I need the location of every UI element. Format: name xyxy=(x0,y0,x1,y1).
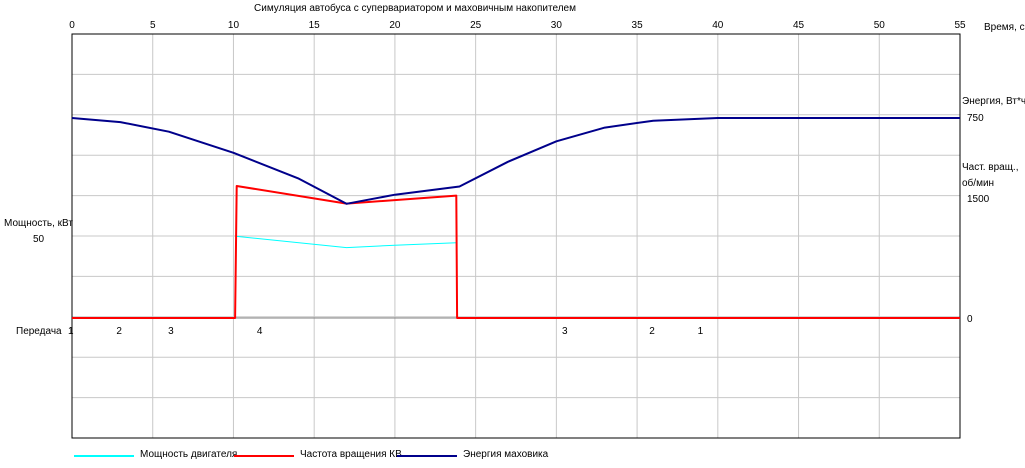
gear-mark: 2 xyxy=(116,326,122,337)
gear-mark: 2 xyxy=(649,326,655,337)
gear-marks: 1 2 3 4 3 2 1 xyxy=(68,326,704,337)
x-tick-label: 50 xyxy=(874,20,886,31)
legend-swatch-speed xyxy=(234,455,294,457)
chart: Симуляция автобуса с супервариатором и м… xyxy=(4,2,1025,439)
x-tick-label: 35 xyxy=(632,20,644,31)
right-axis-speed-tick: 1500 xyxy=(967,194,990,205)
x-tick-label: 45 xyxy=(793,20,805,31)
series-line-0 xyxy=(236,235,457,249)
x-tick-label: 30 xyxy=(551,20,563,31)
series-line-2 xyxy=(71,117,960,205)
right-axis-speed-label-1: Част. вращ., xyxy=(962,162,1018,173)
grid xyxy=(71,34,961,438)
x-tick-label: 40 xyxy=(712,20,724,31)
gear-mark: 1 xyxy=(68,326,74,337)
right-axis-zero-tick: 0 xyxy=(967,314,973,325)
series-line-1 xyxy=(72,185,960,319)
legend-label-energy: Энергия маховика xyxy=(463,449,549,460)
gear-mark: 3 xyxy=(562,326,568,337)
legend-label-power: Мощность двигателя xyxy=(140,449,238,460)
x-tick-label: 25 xyxy=(470,20,482,31)
x-tick-label: 5 xyxy=(150,20,156,31)
legend-swatch-power xyxy=(74,455,134,457)
x-tick-label: 55 xyxy=(954,20,966,31)
plot-frame xyxy=(71,33,961,439)
right-axis-energy-tick: 750 xyxy=(967,113,984,124)
gear-mark: 3 xyxy=(168,326,174,337)
left-axis-label: Мощность, кВт xyxy=(4,218,73,229)
x-tick-label: 15 xyxy=(309,20,321,31)
x-tick-labels: 0 5 10 15 20 25 30 35 40 45 50 55 xyxy=(69,20,966,31)
x-tick-label: 20 xyxy=(389,20,401,31)
chart-title: Симуляция автобуса с супервариатором и м… xyxy=(254,2,576,14)
legend-swatch-energy xyxy=(397,455,457,457)
x-tick-label: 10 xyxy=(228,20,240,31)
gear-mark: 1 xyxy=(698,326,704,337)
right-axis-speed-label-2: об/мин xyxy=(962,177,994,189)
gear-mark: 4 xyxy=(257,326,263,337)
legend: Мощность двигателя Частота вращения КВ Э… xyxy=(0,448,1025,466)
left-axis-tick-50: 50 xyxy=(33,234,45,245)
x-tick-label: 0 xyxy=(69,20,75,31)
right-axis-energy-label: Энергия, Вт*ч xyxy=(962,96,1025,107)
x-axis-label: Время, с xyxy=(984,22,1025,33)
series-lines xyxy=(71,117,960,319)
gear-label: Передача xyxy=(16,326,62,337)
legend-label-speed: Частота вращения КВ xyxy=(300,449,402,460)
